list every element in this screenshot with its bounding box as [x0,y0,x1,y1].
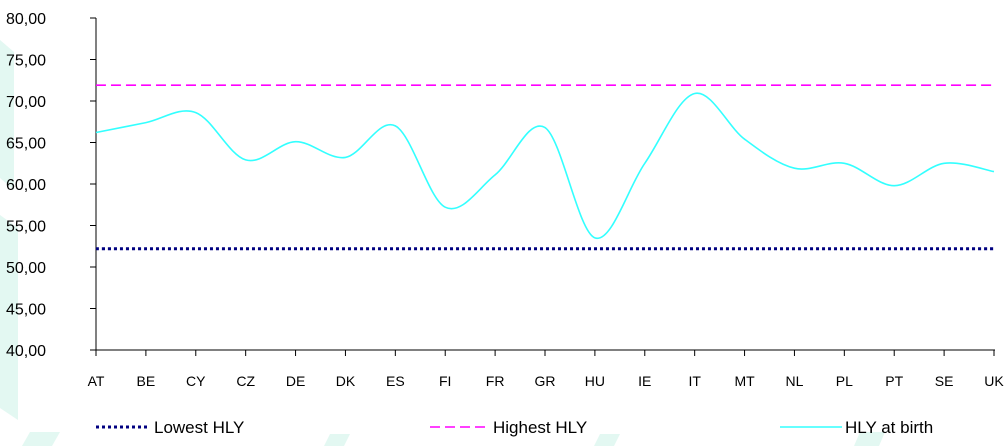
y-tick-label: 80,00 [6,11,46,28]
x-tick-label: FI [439,373,451,389]
decor-shape-left-top [0,40,14,190]
x-tick-label: MT [734,373,755,389]
y-tick-label: 60,00 [6,177,46,194]
axes [90,17,995,356]
x-tick-label: FR [486,373,505,389]
x-tick-label: DK [336,373,356,389]
y-tick-label: 40,00 [6,343,46,360]
x-tick-label: DE [286,373,305,389]
legend-item-hly-at-birth: HLY at birth [780,418,933,437]
x-tick-label: NL [785,373,803,389]
x-tick-label: IT [688,373,701,389]
decor-shape-left-bottom [0,215,18,420]
x-tick-label: GR [535,373,556,389]
y-tick-label: 50,00 [6,260,46,277]
decor-shape-bottom-4 [854,432,885,446]
x-tick-label: PL [836,373,853,389]
x-tick-label: BE [137,373,156,389]
legend-label: HLY at birth [845,418,933,437]
x-tick-label: PT [885,373,903,389]
y-tick-label: 65,00 [6,136,46,153]
decor-shape-bottom-3 [594,434,620,446]
series-layer [95,84,995,251]
y-tick-label: 55,00 [6,219,46,236]
legend-label: Highest HLY [493,418,587,437]
legend: Lowest HLY Highest HLY HLY at birth [96,418,933,437]
y-tick-label: 45,00 [6,302,46,319]
y-tick-label: 75,00 [6,53,46,70]
legend-item-highest-hly: Highest HLY [430,418,587,437]
x-tick-label: AT [88,373,105,389]
x-axis-tick-labels: AT BE CY CZ DE DK ES FI FR GR HU IE IT MT NL PL PT SE UK [88,373,1005,389]
hly-at-birth-line [95,92,995,239]
x-tick-label: HU [585,373,605,389]
x-tick-label: CY [186,373,206,389]
decor-shape-bottom-2 [324,434,350,446]
y-tick-label: 70,00 [6,94,46,111]
x-tick-label: UK [984,373,1004,389]
x-tick-label: SE [935,373,954,389]
x-tick-label: ES [386,373,405,389]
decor-shape-bottom-1 [22,432,60,446]
x-tick-label: IE [638,373,651,389]
legend-label: Lowest HLY [154,418,244,437]
y-axis-tick-labels: 40,00 45,00 50,00 55,00 60,00 65,00 70,00 75,00… [6,11,46,360]
x-tick-label: CZ [236,373,255,389]
legend-item-lowest-hly: Lowest HLY [96,418,244,437]
